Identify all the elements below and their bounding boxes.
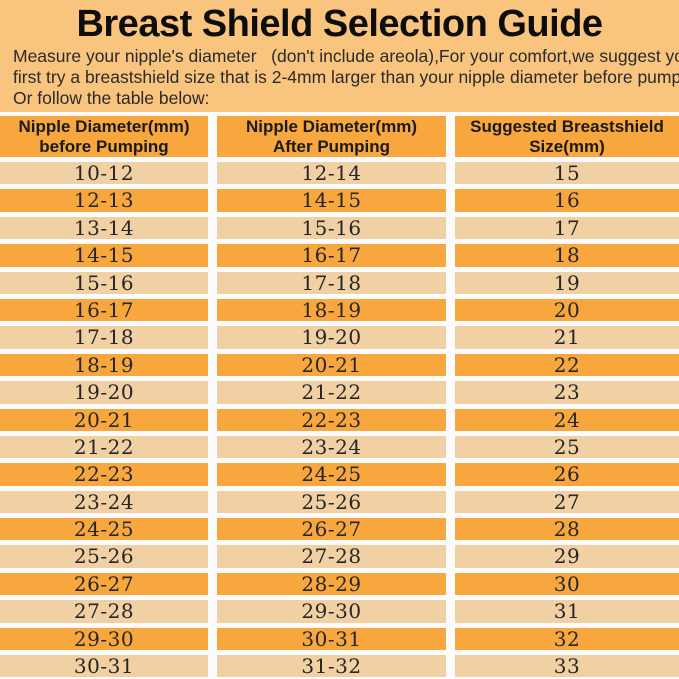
table-row: 19-20 21-22 23	[0, 381, 679, 404]
before-pumping-cell: 24-25	[0, 518, 208, 541]
header-line: Nipple Diameter(mm)	[18, 116, 190, 136]
header-cell-after-pumping: Nipple Diameter(mm) After Pumping	[217, 116, 446, 157]
table-row: 27-28 29-30 31	[0, 600, 679, 623]
header-line: Size(mm)	[529, 136, 605, 156]
selection-table: Nipple Diameter(mm) before Pumping Nippl…	[0, 112, 679, 679]
shield-size-cell: 21	[455, 326, 679, 349]
shield-size-cell: 27	[455, 490, 679, 514]
page-title: Breast Shield Selection Guide	[76, 3, 603, 45]
before-pumping-cell: 26-27	[0, 572, 208, 596]
header-line: Nipple Diameter(mm)	[246, 116, 417, 136]
before-pumping-cell: 10-12	[0, 162, 208, 185]
shield-size-cell: 25	[455, 435, 679, 459]
shield-size-cell: 19	[455, 271, 679, 294]
shield-size-cell: 29	[455, 545, 679, 568]
header-cell-suggested-size: Suggested Breastshield Size(mm)	[455, 116, 679, 157]
table-row: 16-17 18-19 20	[0, 298, 679, 322]
shield-size-cell: 33	[455, 655, 679, 678]
after-pumping-cell: 19-20	[217, 326, 446, 349]
after-pumping-cell: 24-25	[217, 463, 446, 486]
shield-size-cell: 32	[455, 627, 679, 651]
table-row: 30-31 31-32 33	[0, 655, 679, 678]
table-row: 23-24 25-26 27	[0, 490, 679, 514]
table-row: 13-14 15-16 17	[0, 216, 679, 240]
before-pumping-cell: 15-16	[0, 271, 208, 294]
shield-size-cell: 30	[455, 572, 679, 596]
table-row: 21-22 23-24 25	[0, 435, 679, 459]
table-row: 20-21 22-23 24	[0, 408, 679, 431]
shield-size-cell: 16	[455, 189, 679, 212]
table-row: 10-12 12-14 15	[0, 162, 679, 185]
before-pumping-cell: 27-28	[0, 600, 208, 623]
after-pumping-cell: 26-27	[217, 518, 446, 541]
before-pumping-cell: 21-22	[0, 435, 208, 459]
table-row: 26-27 28-29 30	[0, 572, 679, 596]
shield-size-cell: 31	[455, 600, 679, 623]
after-pumping-cell: 15-16	[217, 216, 446, 240]
after-pumping-cell: 23-24	[217, 435, 446, 459]
before-pumping-cell: 25-26	[0, 545, 208, 568]
shield-size-cell: 18	[455, 244, 679, 267]
table-row: 29-30 30-31 32	[0, 627, 679, 651]
shield-size-cell: 15	[455, 162, 679, 185]
header-cell-before-pumping: Nipple Diameter(mm) before Pumping	[0, 116, 208, 157]
before-pumping-cell: 14-15	[0, 244, 208, 267]
before-pumping-cell: 13-14	[0, 216, 208, 240]
table-row: 25-26 27-28 29	[0, 545, 679, 568]
table-row: 15-16 17-18 19	[0, 271, 679, 294]
before-pumping-cell: 18-19	[0, 353, 208, 377]
before-pumping-cell: 22-23	[0, 463, 208, 486]
after-pumping-cell: 29-30	[217, 600, 446, 623]
after-pumping-cell: 16-17	[217, 244, 446, 267]
after-pumping-cell: 18-19	[217, 298, 446, 322]
before-pumping-cell: 19-20	[0, 381, 208, 404]
before-pumping-cell: 17-18	[0, 326, 208, 349]
shield-size-cell: 17	[455, 216, 679, 240]
table-row: 14-15 16-17 18	[0, 244, 679, 267]
table-row: 22-23 24-25 26	[0, 463, 679, 486]
before-pumping-cell: 29-30	[0, 627, 208, 651]
table-header-row: Nipple Diameter(mm) before Pumping Nippl…	[0, 116, 679, 157]
table-row: 18-19 20-21 22	[0, 353, 679, 377]
after-pumping-cell: 17-18	[217, 271, 446, 294]
shield-size-cell: 23	[455, 381, 679, 404]
before-pumping-cell: 16-17	[0, 298, 208, 322]
before-pumping-cell: 12-13	[0, 189, 208, 212]
after-pumping-cell: 12-14	[217, 162, 446, 185]
intro-line: Measure your nipple's diameter (don't in…	[13, 46, 679, 66]
header-line: Suggested Breastshield	[470, 116, 664, 136]
header-line: After Pumping	[272, 136, 391, 156]
header-line: before Pumping	[39, 136, 169, 156]
after-pumping-cell: 22-23	[217, 408, 446, 431]
after-pumping-cell: 25-26	[217, 490, 446, 514]
intro-line: Or follow the table below:	[13, 88, 210, 108]
table-row: 12-13 14-15 16	[0, 189, 679, 212]
shield-size-cell: 20	[455, 298, 679, 322]
table-row: 24-25 26-27 28	[0, 518, 679, 541]
shield-size-cell: 26	[455, 463, 679, 486]
shield-size-cell: 28	[455, 518, 679, 541]
after-pumping-cell: 30-31	[217, 627, 446, 651]
after-pumping-cell: 27-28	[217, 545, 446, 568]
before-pumping-cell: 20-21	[0, 408, 208, 431]
after-pumping-cell: 20-21	[217, 353, 446, 377]
after-pumping-cell: 14-15	[217, 189, 446, 212]
shield-size-cell: 24	[455, 408, 679, 431]
intro-line: first try a breastshield size that is 2-…	[13, 67, 679, 87]
after-pumping-cell: 28-29	[217, 572, 446, 596]
shield-size-cell: 22	[455, 353, 679, 377]
after-pumping-cell: 31-32	[217, 655, 446, 678]
intro-text: Measure your nipple's diameter (don't in…	[13, 46, 679, 109]
table-row: 17-18 19-20 21	[0, 326, 679, 349]
before-pumping-cell: 30-31	[0, 655, 208, 678]
before-pumping-cell: 23-24	[0, 490, 208, 514]
after-pumping-cell: 21-22	[217, 381, 446, 404]
